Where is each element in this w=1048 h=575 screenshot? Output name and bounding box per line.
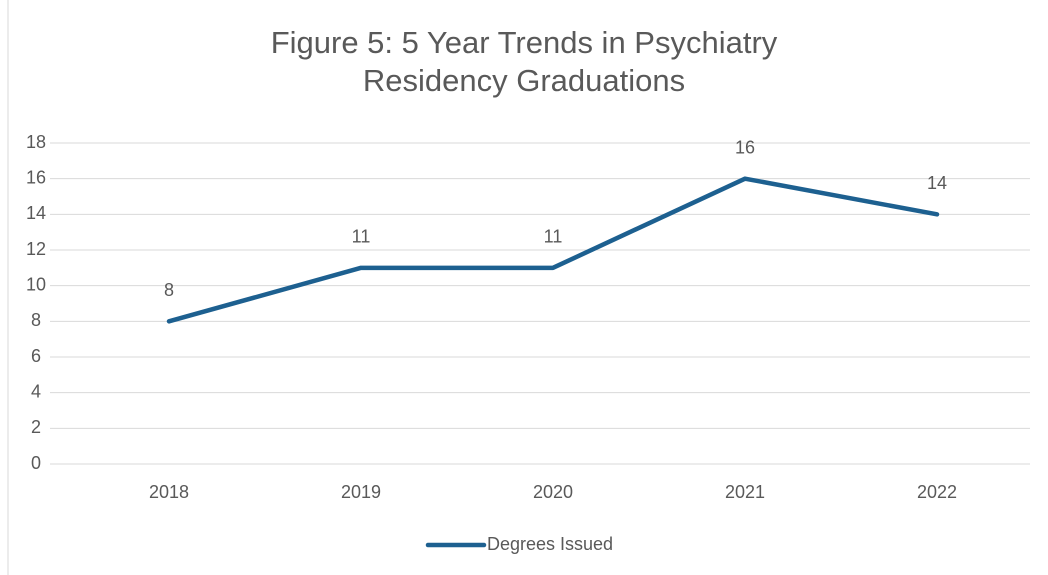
data-label: 11 <box>544 227 563 247</box>
y-tick-label: 14 <box>26 203 46 223</box>
x-tick-label: 2019 <box>341 482 381 502</box>
chart-title: Figure 5: 5 Year Trends in Psychiatry Re… <box>270 25 778 98</box>
y-tick-label: 4 <box>31 381 41 401</box>
y-tick-label: 18 <box>26 132 46 152</box>
legend-label: Degrees Issued <box>487 534 613 554</box>
y-tick-label: 6 <box>31 346 41 366</box>
y-tick-label: 0 <box>31 453 41 473</box>
y-tick-label: 8 <box>31 310 41 330</box>
chart-border <box>7 0 9 575</box>
series-line <box>166 176 940 324</box>
y-tick-label: 10 <box>26 274 46 294</box>
x-tick-label: 2022 <box>917 482 957 502</box>
x-tick-label: 2021 <box>725 482 765 502</box>
x-tick-label: 2018 <box>149 482 189 502</box>
data-label: 8 <box>164 280 174 300</box>
data-label: 14 <box>927 173 947 193</box>
x-tick-label: 2020 <box>533 482 573 502</box>
y-tick-label: 12 <box>26 239 46 259</box>
y-tick-label: 2 <box>31 417 41 437</box>
y-tick-label: 16 <box>26 167 46 187</box>
data-label: 11 <box>352 227 371 247</box>
data-label: 16 <box>735 137 755 157</box>
